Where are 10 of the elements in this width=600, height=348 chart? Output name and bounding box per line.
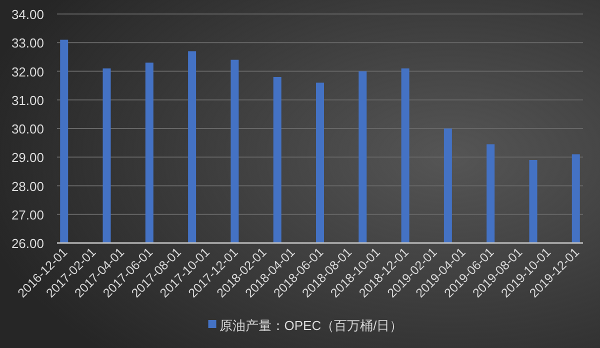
y-tick-label: 27.00 — [11, 207, 44, 222]
y-tick-label: 29.00 — [11, 150, 44, 166]
y-tick-label: 30.00 — [11, 122, 44, 136]
y-tick-label: 32.00 — [11, 64, 44, 80]
y-tick-label: 28.00 — [11, 178, 44, 194]
y-tick-label: 31.00 — [11, 92, 44, 108]
y-tick-label: 34.00 — [11, 7, 44, 22]
legend-label: 原油产量：OPEC（百万桶/日） — [219, 318, 403, 333]
y-tick-label: 26.00 — [11, 236, 44, 251]
y-tick-label: 33.00 — [11, 36, 44, 51]
